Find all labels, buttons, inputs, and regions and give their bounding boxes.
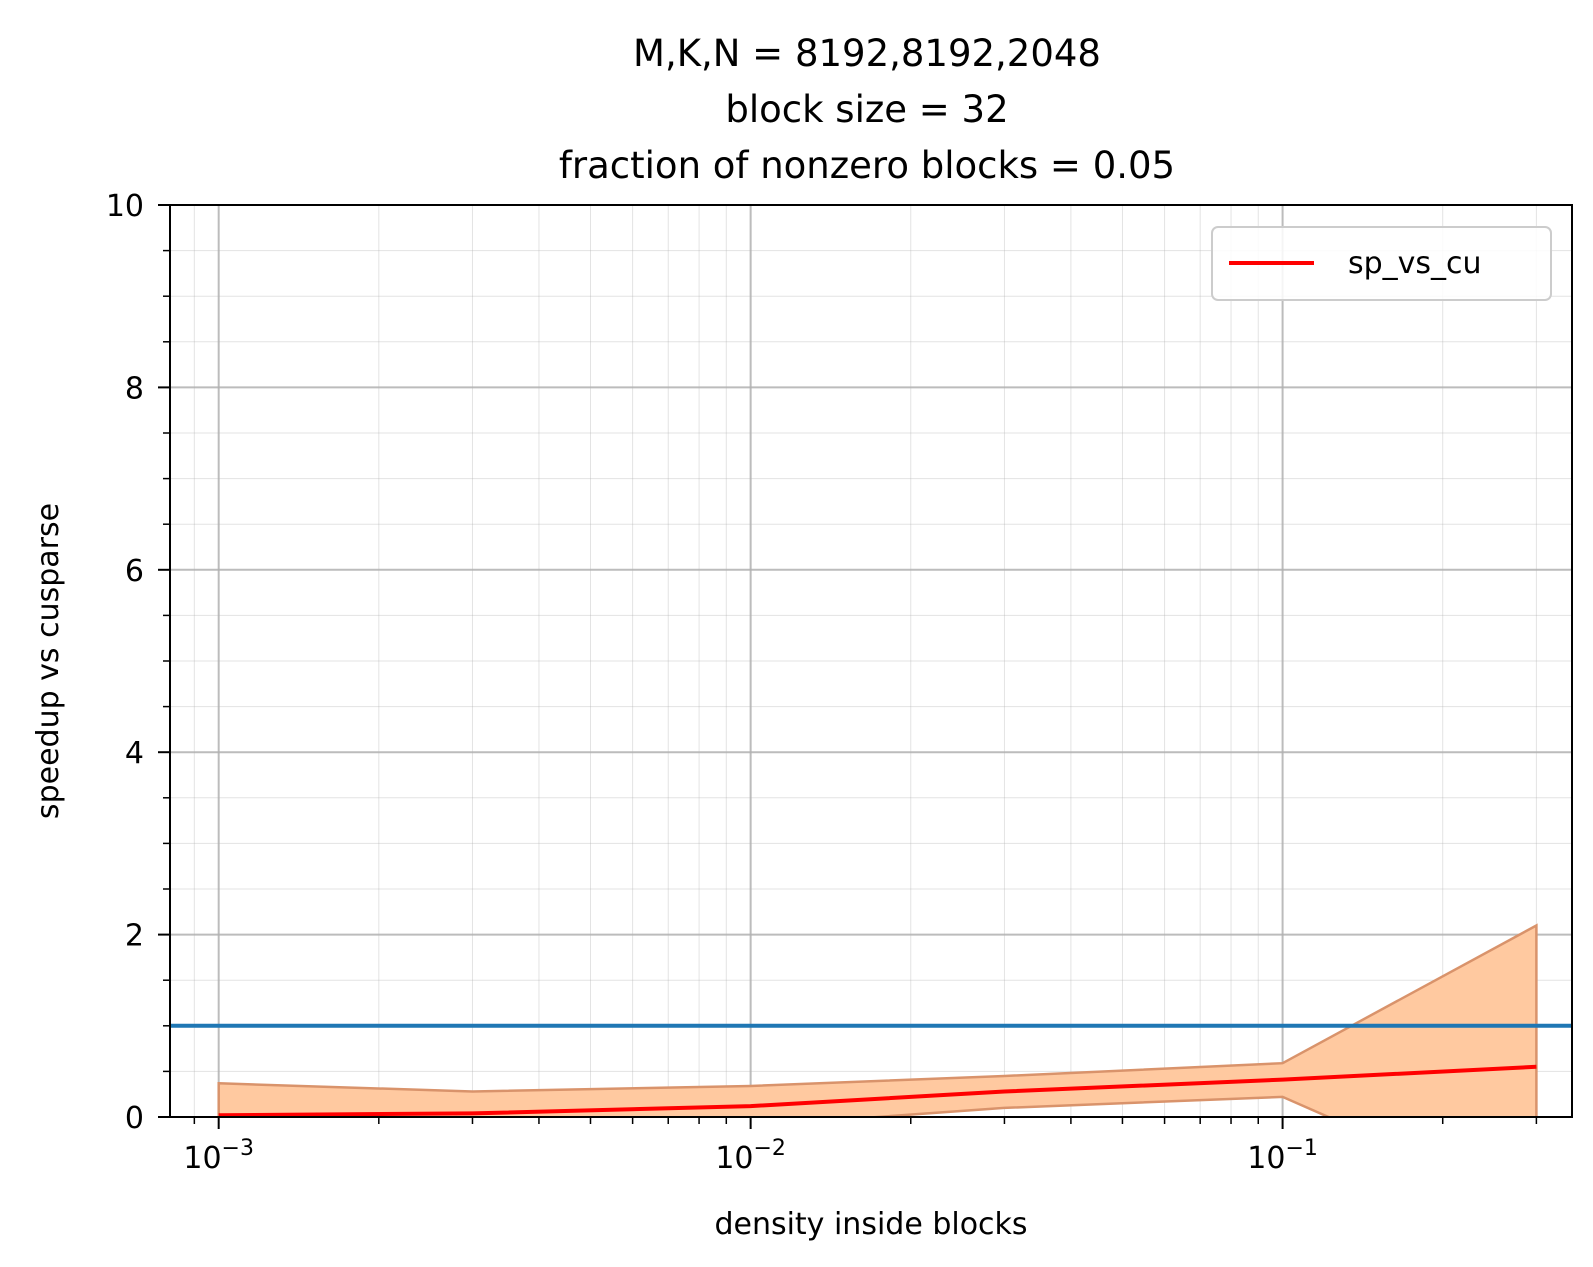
- y-tick-label: 6: [125, 554, 144, 589]
- spread-band: [217, 923, 1538, 1117]
- x-tick-label: 10−2: [715, 1136, 786, 1176]
- legend-label-sp-vs-cu: sp_vs_cu: [1348, 246, 1482, 281]
- chart-title-line-1: M,K,N = 8192,8192,2048: [633, 32, 1101, 75]
- y-tick-label: 2: [125, 919, 144, 954]
- x-tick-label: 10−3: [183, 1136, 254, 1176]
- y-axis-label: speedup vs cusparse: [31, 503, 66, 819]
- series-line-sp-vs-cu: [218, 1064, 1537, 1117]
- x-tick-label: 10−1: [1247, 1136, 1318, 1176]
- chart-title-line-3: fraction of nonzero blocks = 0.05: [559, 144, 1175, 187]
- axis-ticks: 10−3 10−2 10−1 0 2 4 6 8 10: [106, 189, 1538, 1176]
- legend: sp_vs_cu: [1211, 226, 1552, 301]
- y-tick-label: 4: [125, 736, 144, 771]
- x-axis-label: density inside blocks: [714, 1207, 1027, 1242]
- legend-box: [1211, 226, 1552, 301]
- y-tick-label: 0: [125, 1101, 144, 1136]
- chart-title-line-2: block size = 32: [725, 88, 1008, 131]
- y-tick-label: 8: [125, 371, 144, 406]
- y-tick-label: 10: [106, 189, 144, 224]
- minor-grid: [170, 205, 1572, 1117]
